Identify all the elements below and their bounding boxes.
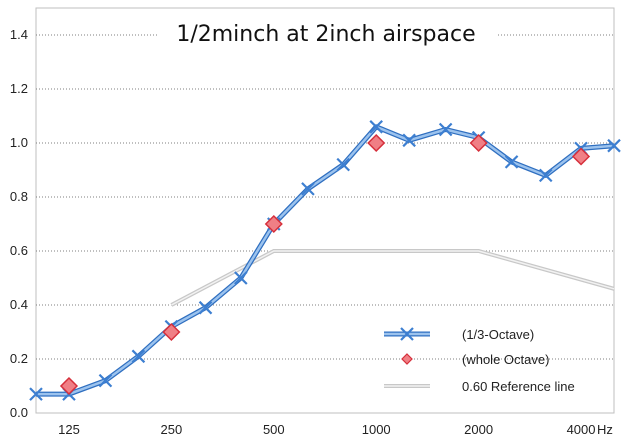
x-tick-labels: 125 250 500 1000 2000 4000 [58,422,595,437]
third-octave-point [438,122,453,137]
third-octave-point [402,133,416,148]
legend-third-octave-marker [400,327,414,341]
legend-whole-octave-marker [401,353,413,365]
reference-line-series [170,249,615,307]
third-octave-point [369,120,383,134]
x-tick-label: 500 [263,422,285,437]
third-octave-series [29,120,621,401]
y-tick-label: 1.4 [10,27,28,42]
y-tick-label: 1.2 [10,81,28,96]
whole-octave-point [571,147,591,166]
x-tick-label: 250 [161,422,183,437]
whole-octave-series [59,133,591,396]
y-tick-label: 1.0 [10,135,28,150]
y-tick-label: 0.8 [10,189,28,204]
legend: (1/3-Octave) (whole Octave) 0.60 Reference… [384,327,575,394]
y-tick-labels: 0.0 0.2 0.4 0.6 0.8 1.0 1.2 1.4 [10,27,28,420]
third-octave-point [504,155,519,169]
legend-label-reference: 0.60 Reference line [462,379,575,394]
reference-line-inner [171,250,615,306]
whole-octave-point [367,133,386,153]
plot-area [35,7,615,414]
whole-octave-point [264,214,283,234]
chart-title: 1/2minch at 2inch airspace [176,22,475,47]
whole-octave-point [162,322,181,342]
third-octave-point [131,349,146,364]
third-octave-point [98,373,113,388]
third-octave-point [538,168,553,183]
third-octave-point [301,182,315,196]
x-tick-label: 125 [58,422,80,437]
x-tick-label: 2000 [464,422,493,437]
y-tick-label: 0.2 [10,351,28,366]
third-octave-point [234,271,248,285]
legend-label-whole-octave: (whole Octave) [462,352,549,367]
y-tick-label: 0.6 [10,243,28,258]
x-tick-label: 4000 [567,422,596,437]
x-unit-label: Hz [597,422,613,437]
title-backdrop [158,16,496,50]
whole-octave-point [469,133,488,153]
third-octave-point [336,157,351,172]
x-tick-label: 1000 [362,422,391,437]
third-octave-point [198,300,213,315]
y-tick-label: 0.4 [10,297,28,312]
y-tick-label: 0.0 [10,405,28,420]
third-octave-point [29,387,43,401]
third-octave-point [607,138,621,153]
legend-label-third-octave: (1/3-Octave) [462,327,534,342]
whole-octave-point [59,376,79,396]
